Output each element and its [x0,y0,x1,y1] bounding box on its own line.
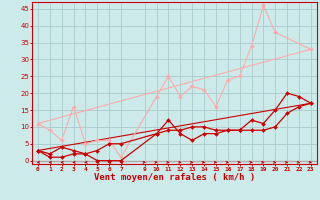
X-axis label: Vent moyen/en rafales ( km/h ): Vent moyen/en rafales ( km/h ) [94,173,255,182]
